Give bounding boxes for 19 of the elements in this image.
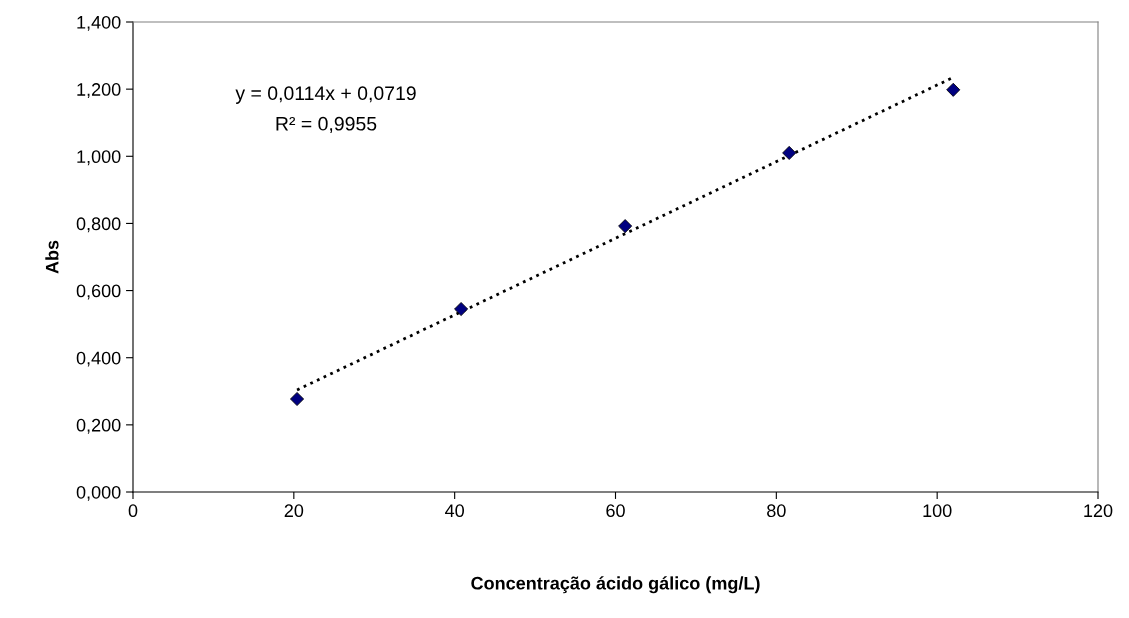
annotation: y = 0,0114x + 0,0719: [235, 86, 416, 104]
y-axis-title: Abs: [45, 240, 59, 274]
x-tick-label: 0: [128, 504, 138, 518]
x-tick-label: 120: [1084, 504, 1113, 518]
y-tick-label: 0,200: [76, 418, 121, 434]
annotation: R² = 0,9955: [276, 116, 377, 133]
y-tick-label: 1,400: [77, 15, 121, 31]
x-axis-title: Concentração ácido gálico (mg/L): [471, 576, 760, 594]
y-tick-label: 1,200: [77, 83, 121, 98]
x-tick-label: 80: [767, 504, 786, 518]
y-tick-label: 0,400: [76, 351, 121, 367]
y-tick-label: 0,800: [76, 217, 121, 233]
y-tick-label: 1,000: [77, 150, 121, 166]
x-tick-label: 60: [606, 504, 625, 518]
y-tick-label: 0,600: [76, 284, 121, 300]
x-tick-label: 20: [284, 504, 304, 518]
y-tick-label: 0,000: [76, 485, 121, 501]
x-tick-label: 100: [923, 504, 952, 518]
x-tick-label: 40: [445, 504, 464, 518]
